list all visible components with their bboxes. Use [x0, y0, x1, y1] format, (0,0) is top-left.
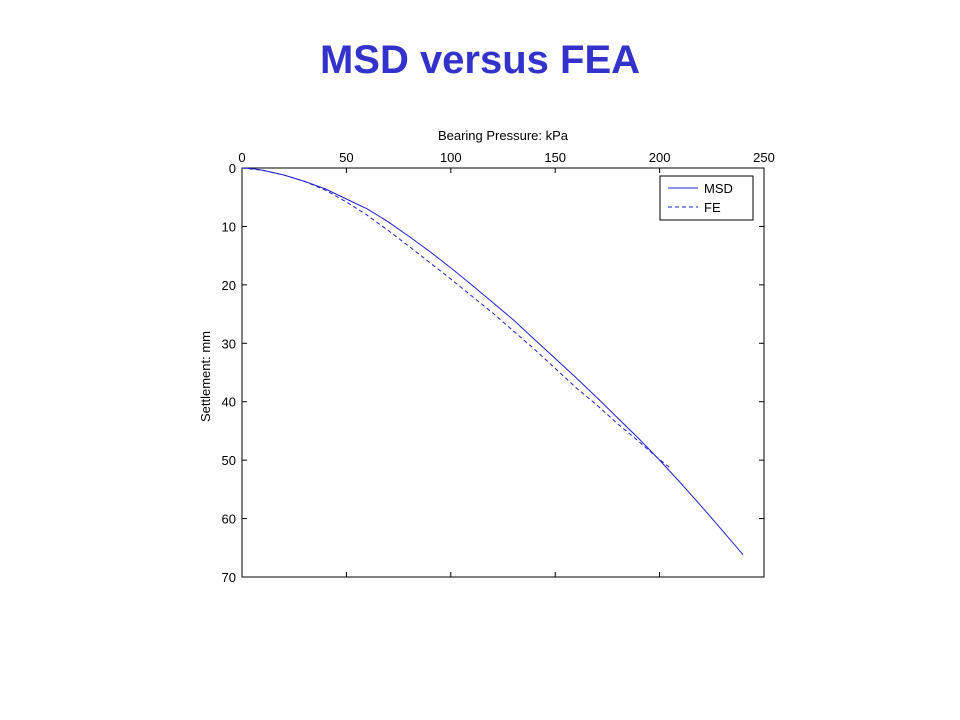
legend-label-fe: FE — [704, 200, 721, 215]
y-tick-label: 60 — [222, 512, 236, 527]
x-tick-label: 0 — [238, 150, 245, 165]
legend-box — [659, 175, 754, 221]
x-tick-label: 50 — [339, 150, 353, 165]
y-tick-label: 40 — [222, 395, 236, 410]
x-tick-label: 200 — [649, 150, 671, 165]
page-title: MSD versus FEA — [319, 38, 641, 82]
x-tick-label: 100 — [440, 150, 462, 165]
plot-frame — [241, 167, 765, 578]
legend: MSD FE — [659, 175, 754, 221]
y-tick-label: 20 — [222, 278, 236, 293]
series-line-fe — [241, 167, 671, 469]
y-tick-label: 70 — [222, 570, 236, 585]
y-tick-label: 10 — [222, 219, 236, 234]
x-tick-label: 150 — [544, 150, 566, 165]
x-tick-label: 250 — [753, 150, 775, 165]
y-tick-label: 30 — [222, 336, 236, 351]
y-axis-label: Settlement: mm — [198, 331, 213, 422]
y-tick-label: 0 — [229, 161, 236, 176]
series-lines — [241, 167, 744, 556]
y-tick-label: 50 — [222, 453, 236, 468]
x-axis-label: Bearing Pressure: kPa — [438, 128, 569, 143]
axes: 0 50 100 150 200 250 0 10 20 30 40 50 60 70 — [222, 150, 775, 585]
legend-label-msd: MSD — [704, 181, 733, 196]
